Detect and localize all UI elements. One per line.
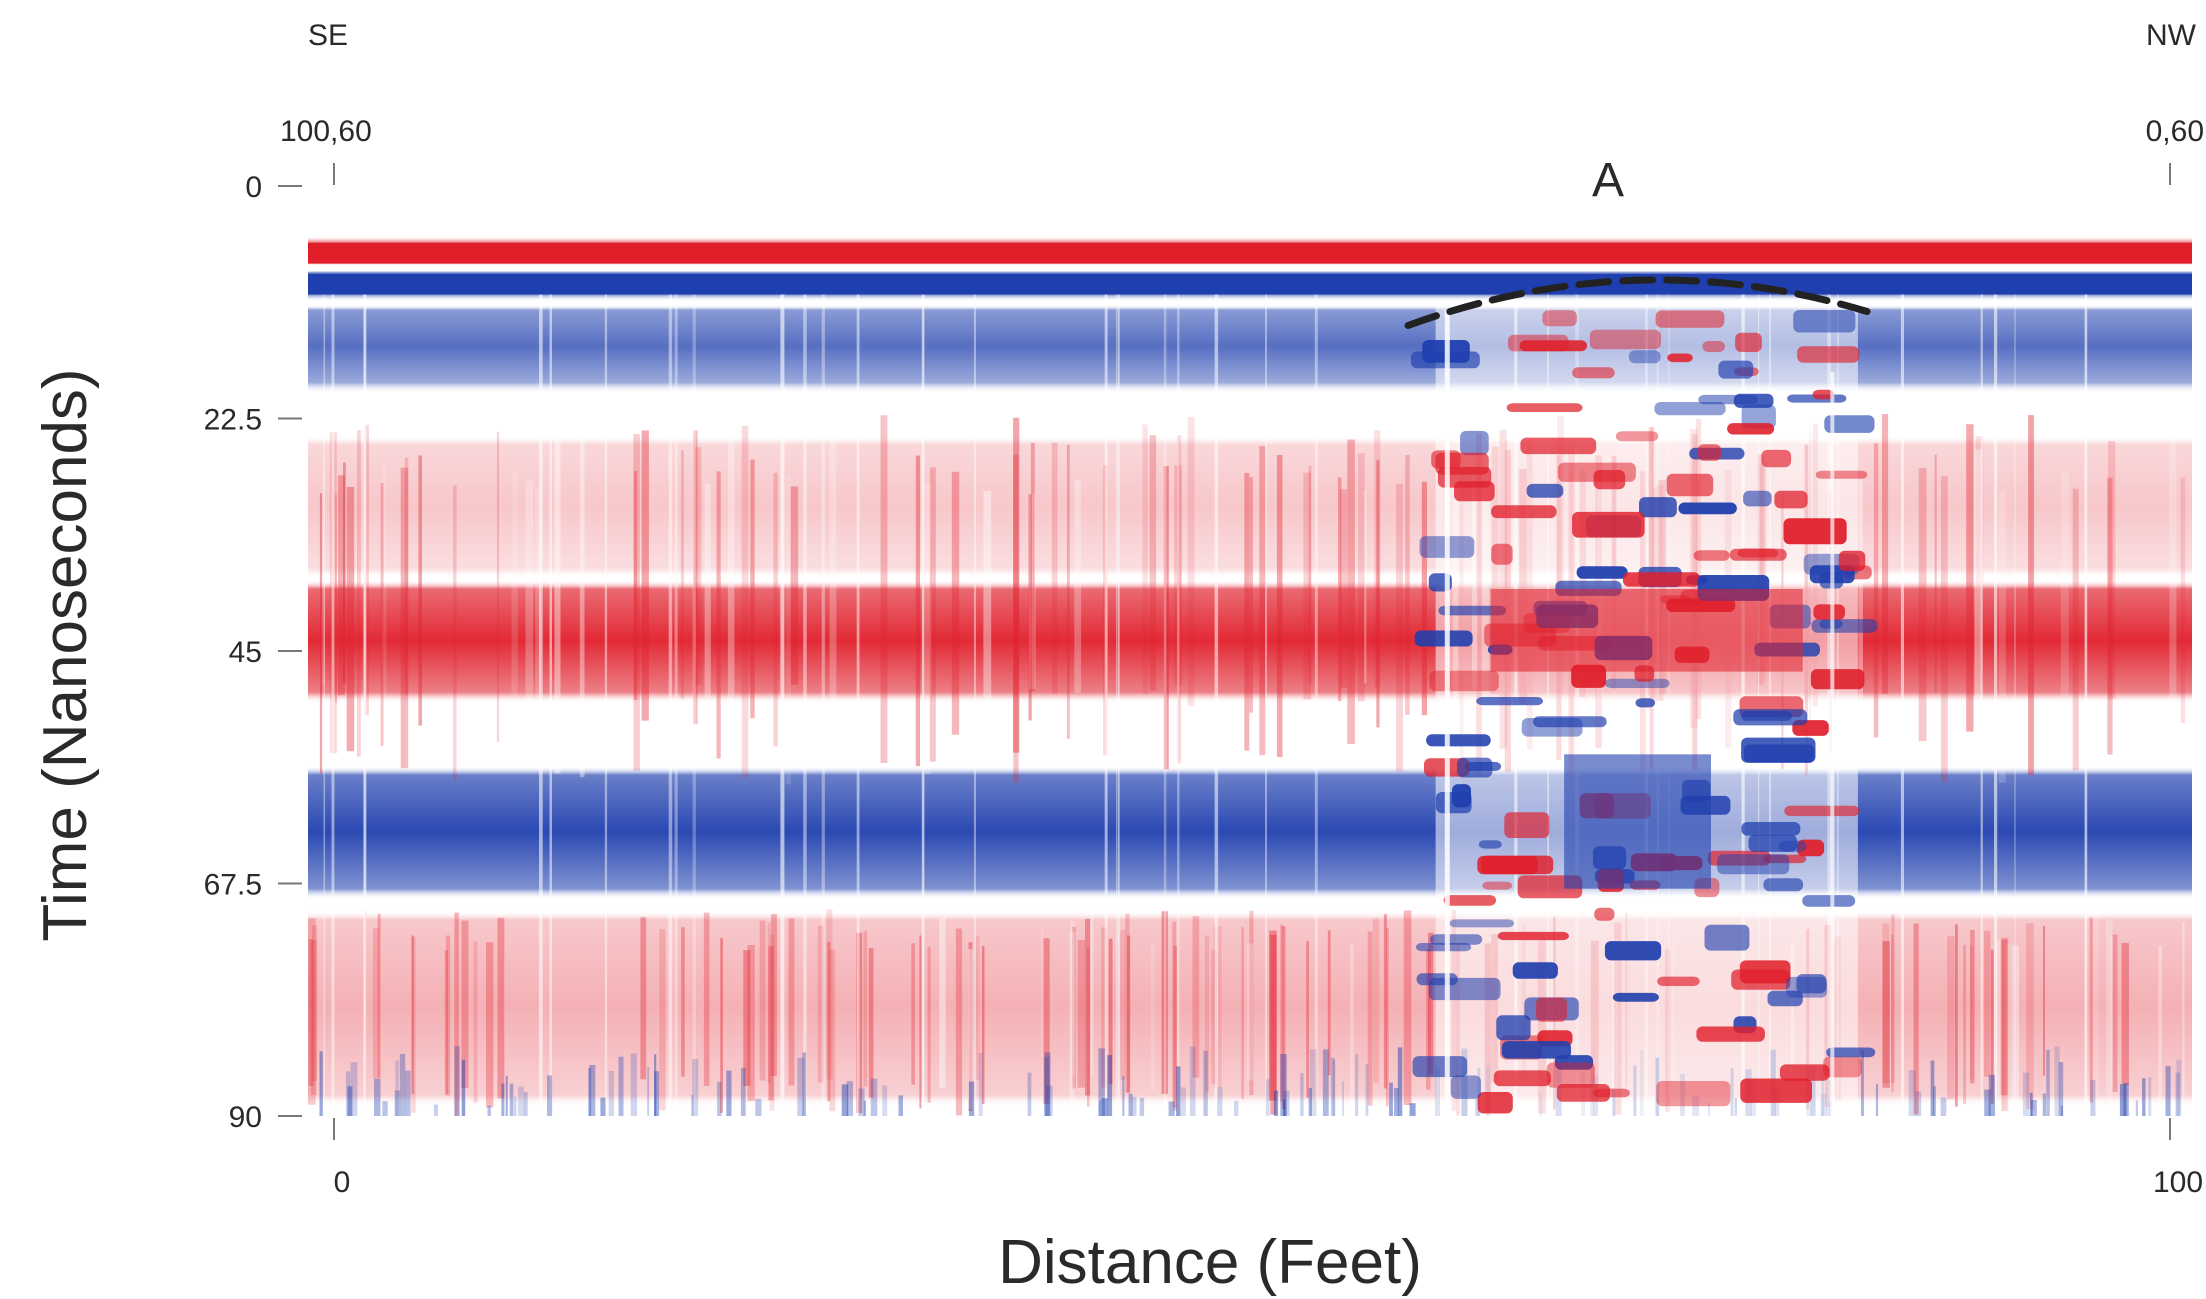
x-tick-label: 0 — [334, 1166, 351, 1199]
y-tick-label: 22.5 — [204, 404, 262, 437]
orientation-left-label: SE — [308, 19, 348, 52]
x-tick-label: 100 — [2153, 1166, 2203, 1199]
top-axis-left-label: 100,60 — [280, 115, 372, 148]
anomaly-label-a: A — [1592, 154, 1624, 207]
anomaly-outline — [1404, 276, 1871, 329]
y-tick-label: 90 — [229, 1101, 262, 1134]
y-axis: 0 22.5 45 67.5 90 — [204, 171, 302, 1134]
anomaly-zone — [1410, 299, 1878, 1117]
surface-reflection-negative — [308, 273, 2192, 295]
x-axis: 0 100 — [333, 1118, 2203, 1199]
radargram-plot — [308, 236, 2192, 1117]
y-axis-title: Time (Nanoseconds) — [31, 368, 100, 941]
y-tick-label: 67.5 — [204, 869, 262, 902]
surface-reflection-positive — [308, 242, 2192, 264]
y-tick-label: 0 — [245, 171, 262, 204]
x-axis-title: Distance (Feet) — [998, 1228, 1422, 1297]
top-axis-right-label: 0,60 — [2146, 115, 2204, 148]
reflection-bands — [308, 236, 2192, 1116]
y-tick-label: 45 — [229, 636, 262, 669]
orientation-right-label: NW — [2146, 19, 2197, 52]
surface-gap — [308, 265, 2192, 272]
